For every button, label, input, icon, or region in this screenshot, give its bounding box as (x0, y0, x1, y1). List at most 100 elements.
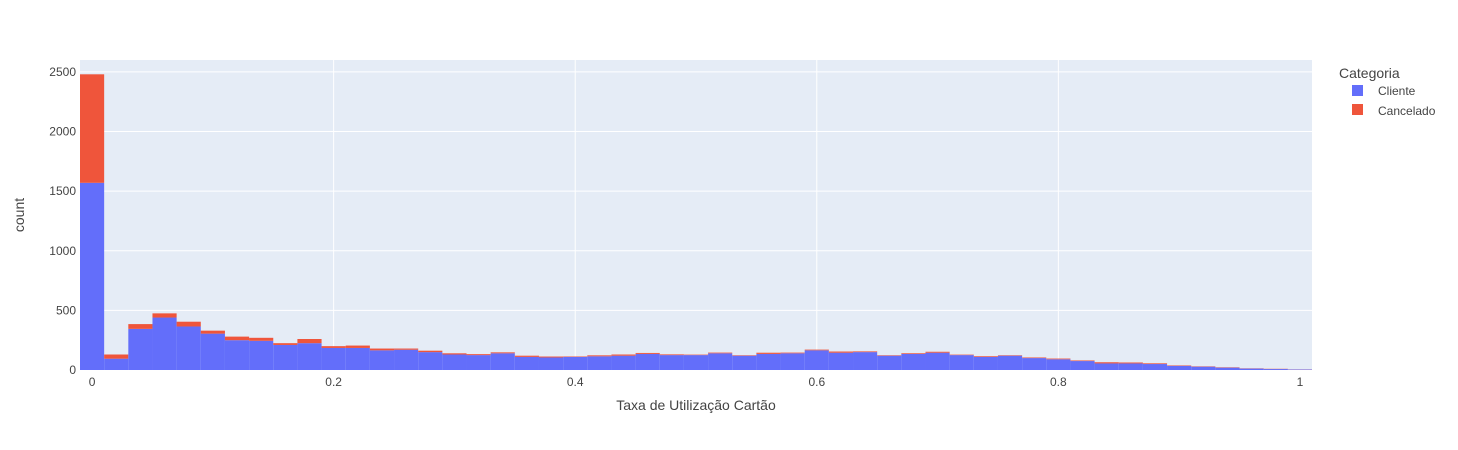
bar-cancelado[interactable] (756, 352, 781, 354)
bar-cliente[interactable] (104, 358, 129, 370)
bar-cliente[interactable] (635, 353, 660, 370)
bar-cliente[interactable] (925, 352, 950, 370)
bar-cancelado[interactable] (973, 356, 998, 357)
x-tick-label: 0.4 (567, 375, 584, 389)
bar-cliente[interactable] (1215, 367, 1240, 370)
bar-cliente[interactable] (538, 357, 564, 370)
bar-cancelado[interactable] (853, 351, 878, 353)
bar-cliente[interactable] (659, 355, 684, 370)
bar-cancelado[interactable] (804, 349, 829, 351)
bar-cliente[interactable] (1118, 363, 1143, 370)
bar-cancelado[interactable] (345, 345, 370, 348)
bar-cancelado[interactable] (418, 350, 443, 353)
bar-cliente[interactable] (563, 356, 588, 370)
bar-cancelado[interactable] (901, 353, 926, 354)
bar-cliente[interactable] (611, 355, 636, 370)
legend-swatch-cancelado (1352, 104, 1363, 115)
bar-cliente[interactable] (369, 350, 395, 370)
bar-cancelado[interactable] (104, 354, 129, 359)
bar-cancelado[interactable] (1094, 362, 1119, 364)
bar-cliente[interactable] (128, 328, 153, 370)
bar-cliente[interactable] (466, 355, 491, 370)
y-tick-label: 500 (56, 303, 76, 317)
bar-cliente[interactable] (1263, 369, 1288, 370)
legend-item-cliente[interactable]: Cliente (1352, 84, 1416, 98)
bar-cliente[interactable] (394, 349, 419, 370)
bar-cancelado[interactable] (369, 348, 395, 351)
bar-cancelado[interactable] (659, 354, 684, 356)
plot-background (80, 60, 1312, 370)
bar-cliente[interactable] (683, 355, 709, 370)
bar-cliente[interactable] (345, 347, 370, 370)
bar-cancelado[interactable] (611, 354, 636, 356)
bar-cancelado[interactable] (1142, 363, 1168, 365)
bar-cliente[interactable] (1070, 361, 1095, 370)
bar-cliente[interactable] (587, 356, 612, 370)
bar-cliente[interactable] (804, 350, 829, 370)
bar-cliente[interactable] (973, 356, 998, 370)
bar-cancelado[interactable] (1070, 360, 1095, 362)
bar-cancelado[interactable] (828, 351, 854, 353)
bar-cliente[interactable] (297, 343, 322, 370)
bar-cliente[interactable] (853, 352, 878, 370)
bar-cancelado[interactable] (297, 339, 322, 344)
bar-cancelado[interactable] (80, 74, 105, 183)
bar-cliente[interactable] (442, 354, 467, 371)
bar-cliente[interactable] (321, 347, 346, 370)
legend-item-cancelado[interactable]: Cancelado (1352, 104, 1436, 118)
bar-cliente[interactable] (828, 352, 854, 370)
bar-cliente[interactable] (780, 353, 805, 370)
bar-cliente[interactable] (708, 353, 733, 370)
bar-cliente[interactable] (1142, 364, 1168, 370)
bar-cancelado[interactable] (466, 354, 491, 356)
bar-cliente[interactable] (997, 355, 1023, 370)
bar-cancelado[interactable] (780, 352, 805, 354)
bar-cancelado[interactable] (224, 336, 250, 341)
bar-cliente[interactable] (200, 333, 225, 370)
bar-cancelado[interactable] (490, 352, 515, 354)
legend-title: Categoria (1339, 65, 1400, 81)
bar-cliente[interactable] (732, 355, 757, 370)
bar-cliente[interactable] (1022, 358, 1047, 370)
bar-cliente[interactable] (418, 352, 443, 370)
bar-cancelado[interactable] (394, 348, 419, 350)
bar-cancelado[interactable] (152, 313, 177, 318)
bar-cancelado[interactable] (1118, 362, 1143, 364)
bar-cancelado[interactable] (200, 330, 225, 334)
bar-cancelado[interactable] (273, 343, 298, 345)
bar-cancelado[interactable] (587, 355, 612, 357)
bar-cancelado[interactable] (249, 337, 274, 341)
bar-cliente[interactable] (756, 353, 781, 370)
bar-cliente[interactable] (1094, 363, 1119, 370)
bar-cancelado[interactable] (176, 321, 201, 327)
bar-cliente[interactable] (1239, 368, 1264, 370)
bar-cliente[interactable] (249, 340, 274, 370)
bar-cancelado[interactable] (538, 356, 564, 358)
bar-cancelado[interactable] (442, 353, 467, 355)
bar-cancelado[interactable] (635, 352, 660, 354)
bar-cliente[interactable] (1191, 366, 1216, 370)
bar-cancelado[interactable] (128, 324, 153, 329)
bar-cancelado[interactable] (321, 346, 346, 348)
x-tick-label: 0.2 (325, 375, 342, 389)
bar-cliente[interactable] (1167, 365, 1192, 370)
x-axis-ticks: 0 0.2 0.4 0.6 0.8 1 (89, 375, 1304, 389)
bar-cancelado[interactable] (708, 352, 733, 354)
y-axis-ticks: 0 500 1000 1500 2000 2500 (49, 65, 76, 377)
bar-cancelado[interactable] (514, 355, 539, 357)
bar-cliente[interactable] (877, 355, 902, 370)
y-tick-label: 2000 (49, 125, 76, 139)
bar-cancelado[interactable] (1022, 357, 1047, 359)
bar-cliente[interactable] (80, 182, 105, 370)
bar-cliente[interactable] (901, 353, 926, 370)
bar-cliente[interactable] (176, 326, 201, 370)
bar-cliente[interactable] (224, 340, 250, 370)
bar-cliente[interactable] (1046, 359, 1071, 370)
bar-cancelado[interactable] (925, 351, 950, 353)
bar-cliente[interactable] (490, 353, 515, 370)
bar-cliente[interactable] (273, 344, 298, 370)
bar-cancelado[interactable] (1046, 358, 1071, 360)
bar-cliente[interactable] (152, 317, 177, 370)
bar-cliente[interactable] (514, 356, 539, 370)
bar-cliente[interactable] (949, 355, 974, 370)
